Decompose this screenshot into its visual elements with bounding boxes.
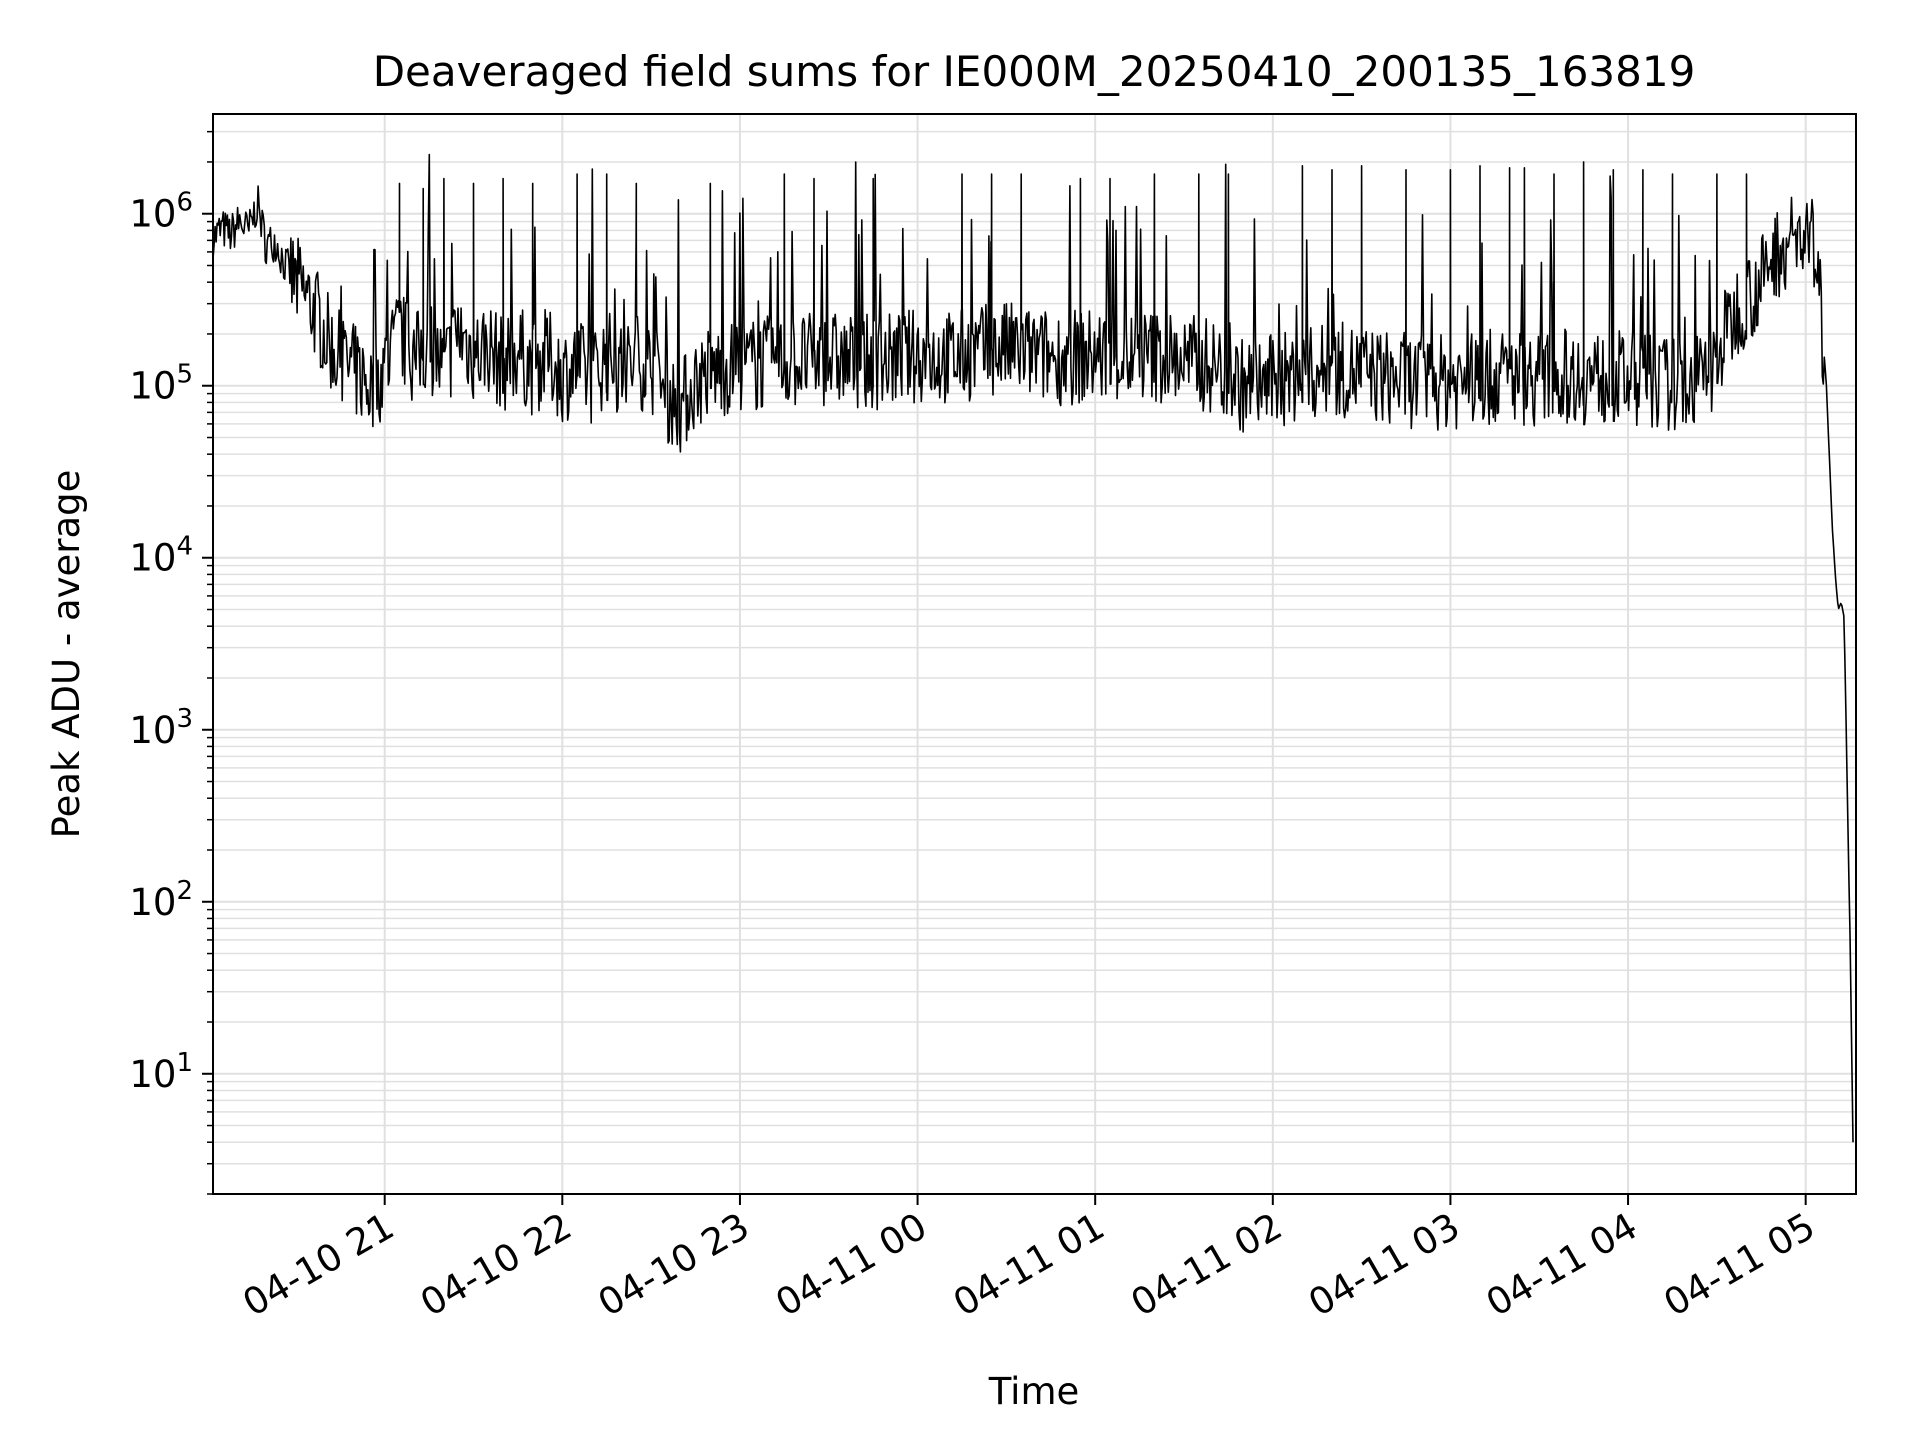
- x-tick-label: 04-11 05: [1657, 1205, 1823, 1325]
- y-tick-label: 102: [129, 876, 193, 924]
- axes: 101 102 103 104 105 106 04-10 21 04-10 22 04-10 …: [129, 130, 1823, 1325]
- y-tick-label: 103: [129, 704, 193, 752]
- y-tick-label: 106: [129, 188, 193, 236]
- x-tick-label: 04-11 01: [946, 1205, 1112, 1325]
- x-tick-label: 04-11 03: [1301, 1205, 1467, 1325]
- y-axis-label: Peak ADU - average: [45, 470, 88, 839]
- plot-frame: [212, 113, 1857, 1195]
- x-tick-label: 04-11 00: [768, 1205, 934, 1325]
- x-tick-label: 04-11 04: [1479, 1205, 1645, 1325]
- plot-area: [212, 153, 1854, 1143]
- x-tick-label: 04-11 02: [1124, 1205, 1290, 1325]
- x-tick-label: 04-10 23: [591, 1205, 757, 1325]
- series-line: [212, 153, 1854, 1143]
- y-tick-label: 105: [129, 360, 193, 408]
- x-tick-label: 04-10 22: [413, 1205, 579, 1325]
- grid: [213, 114, 1856, 1195]
- y-tick-label: 104: [129, 532, 193, 580]
- chart-title: Deaveraged field sums for IE000M_2025041…: [373, 47, 1696, 96]
- x-tick-label: 04-10 21: [236, 1205, 402, 1325]
- x-axis-label: Time: [988, 1370, 1080, 1413]
- y-tick-label: 101: [129, 1048, 193, 1096]
